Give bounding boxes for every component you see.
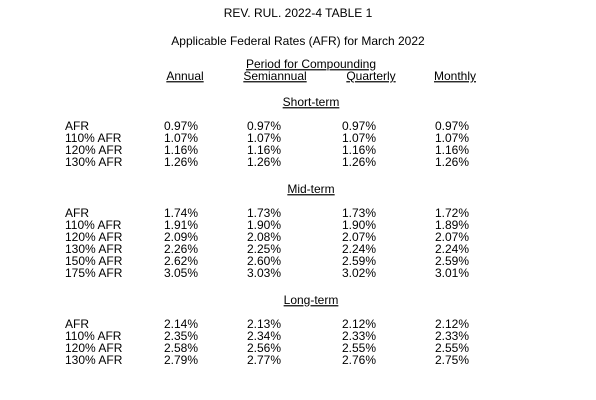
- rate-value: 2.59%: [342, 254, 376, 268]
- title: REV. RUL. 2022-4 TABLE 1: [224, 6, 373, 20]
- rate-value: 2.55%: [435, 341, 469, 355]
- rate-value: 3.01%: [435, 266, 469, 280]
- rate-value: 1.26%: [247, 155, 281, 169]
- rate-value: 1.07%: [247, 131, 281, 145]
- rate-value: 2.07%: [435, 230, 469, 244]
- rate-value: 2.24%: [435, 242, 469, 256]
- section-title: Mid-term: [287, 182, 334, 196]
- period-label: Period for Compounding: [246, 57, 376, 71]
- rate-value: 2.12%: [435, 317, 469, 331]
- row-label: 120% AFR: [65, 230, 123, 244]
- row-label: 130% AFR: [65, 155, 123, 169]
- row-label: AFR: [65, 206, 89, 220]
- column-header: Monthly: [434, 69, 476, 83]
- rate-value: 2.77%: [247, 353, 281, 367]
- column-header: Quarterly: [346, 69, 395, 83]
- rate-value: 2.75%: [435, 353, 469, 367]
- rate-value: 2.59%: [435, 254, 469, 268]
- column-header: Annual: [166, 69, 203, 83]
- rate-value: 1.16%: [164, 143, 198, 157]
- rate-value: 2.12%: [342, 317, 376, 331]
- rate-value: 0.97%: [342, 119, 376, 133]
- rate-value: 1.90%: [342, 218, 376, 232]
- rate-value: 1.73%: [247, 206, 281, 220]
- rate-value: 2.25%: [247, 242, 281, 256]
- rate-value: 1.07%: [164, 131, 198, 145]
- rate-value: 1.16%: [247, 143, 281, 157]
- rate-value: 1.16%: [435, 143, 469, 157]
- row-label: AFR: [65, 119, 89, 133]
- rate-value: 1.07%: [342, 131, 376, 145]
- rate-value: 3.02%: [342, 266, 376, 280]
- rate-value: 3.03%: [247, 266, 281, 280]
- rate-value: 2.24%: [342, 242, 376, 256]
- row-label: 120% AFR: [65, 143, 123, 157]
- rate-value: 1.26%: [435, 155, 469, 169]
- row-label: 150% AFR: [65, 254, 123, 268]
- column-header: Semiannual: [243, 69, 306, 83]
- row-label: 120% AFR: [65, 341, 123, 355]
- rate-value: 1.72%: [435, 206, 469, 220]
- rate-value: 1.74%: [164, 206, 198, 220]
- rate-value: 1.26%: [342, 155, 376, 169]
- rate-value: 0.97%: [435, 119, 469, 133]
- rate-value: 0.97%: [247, 119, 281, 133]
- rate-value: 2.55%: [342, 341, 376, 355]
- row-label: 130% AFR: [65, 242, 123, 256]
- row-label: 110% AFR: [65, 329, 122, 343]
- row-label: AFR: [65, 317, 89, 331]
- row-label: 130% AFR: [65, 353, 123, 367]
- rate-value: 1.90%: [247, 218, 281, 232]
- rate-value: 2.14%: [164, 317, 198, 331]
- rate-value: 2.35%: [164, 329, 198, 343]
- rate-value: 2.60%: [247, 254, 281, 268]
- section-title: Short-term: [283, 95, 340, 109]
- rate-value: 1.07%: [435, 131, 469, 145]
- rate-value: 2.56%: [247, 341, 281, 355]
- rate-value: 1.89%: [435, 218, 469, 232]
- rate-value: 2.33%: [342, 329, 376, 343]
- rate-value: 2.79%: [164, 353, 198, 367]
- rate-value: 0.97%: [164, 119, 198, 133]
- rate-value: 1.73%: [342, 206, 376, 220]
- rate-value: 1.91%: [164, 218, 198, 232]
- rate-value: 2.09%: [164, 230, 198, 244]
- row-label: 175% AFR: [65, 266, 123, 280]
- rate-value: 2.62%: [164, 254, 198, 268]
- rate-value: 3.05%: [164, 266, 198, 280]
- rate-value: 2.58%: [164, 341, 198, 355]
- rate-value: 1.26%: [164, 155, 198, 169]
- rate-value: 2.26%: [164, 242, 198, 256]
- row-label: 110% AFR: [65, 131, 122, 145]
- rate-value: 2.08%: [247, 230, 281, 244]
- section-title: Long-term: [284, 293, 339, 307]
- rate-value: 2.34%: [247, 329, 281, 343]
- row-label: 110% AFR: [65, 218, 122, 232]
- rate-value: 2.13%: [247, 317, 281, 331]
- rate-value: 2.33%: [435, 329, 469, 343]
- rate-value: 2.07%: [342, 230, 376, 244]
- subtitle: Applicable Federal Rates (AFR) for March…: [171, 34, 425, 48]
- rate-value: 2.76%: [342, 353, 376, 367]
- rate-value: 1.16%: [342, 143, 376, 157]
